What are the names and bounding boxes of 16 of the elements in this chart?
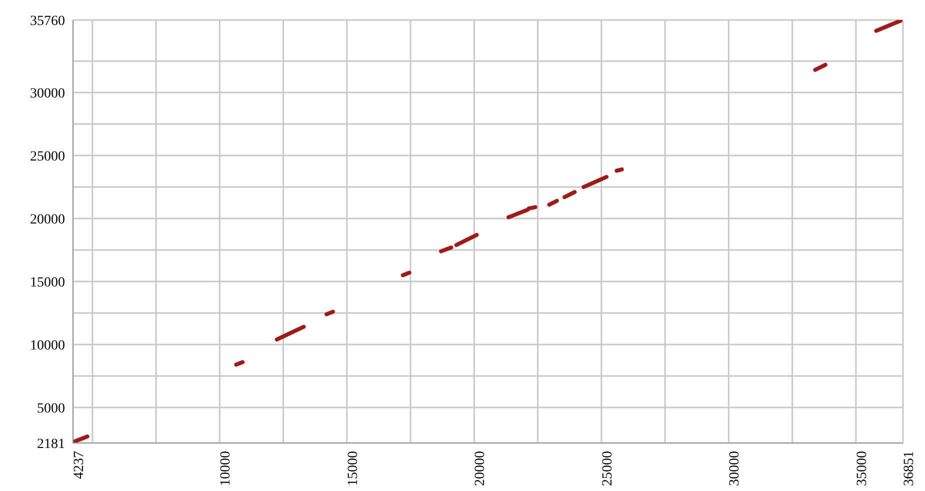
x-tick-label: 20000 [473,451,488,486]
x-tick-label: 10000 [218,451,234,486]
y-tick-label: 20000 [30,212,65,228]
y-tick-label: 5000 [37,401,65,416]
y-tick-label: 25000 [30,150,65,165]
x-tick-label: 15000 [346,451,361,486]
x-tick-label: 35000 [854,451,870,486]
x-tick-label: 4237 [72,451,87,479]
y-tick-label: 10000 [30,338,65,354]
x-tick-label: 30000 [728,451,743,486]
x-tick-label: 25000 [600,451,616,486]
y-tick-label: 35760 [30,14,65,29]
y-tick-label: 2181 [37,436,65,452]
x-tick-label: 36851 [902,451,917,486]
y-tick-label: 15000 [30,275,65,290]
y-tick-label: 30000 [30,86,65,102]
